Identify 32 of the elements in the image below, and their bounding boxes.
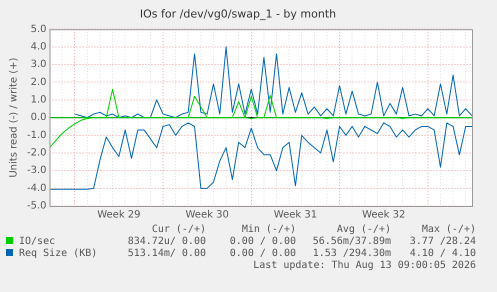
text: Avg (-/+) [336, 224, 391, 236]
x-tick-label: Week 32 [362, 210, 406, 221]
text: 4.10 / 4.10 [408, 248, 476, 260]
legend-label: Req Size (KB) [18, 248, 98, 260]
text: Max (-/+) [420, 224, 476, 236]
text: 513.14m/ 0.00 [126, 248, 206, 260]
text: Min (-/+) [240, 224, 296, 236]
y-tick-label: 2.0 [30, 76, 47, 88]
y-tick-label: 0.0 [30, 112, 47, 124]
x-tick-label: Week 31 [274, 210, 318, 221]
y-tick-label: 5.0 [30, 24, 47, 35]
y-tick-label: -2.0 [26, 148, 47, 159]
x-tick-label: Week 29 [97, 210, 141, 221]
text: 56.56m/37.89m [312, 236, 391, 248]
y-tick-label: 1.0 [30, 94, 47, 106]
y-tick-label: -1.0 [26, 130, 47, 141]
x-tick-label: Week 30 [186, 210, 229, 221]
text: 1.53 /294.30m [312, 248, 391, 260]
y-tick-label: -3.0 [26, 165, 47, 176]
text: 0.00 / 0.00 [228, 236, 296, 248]
text: 0.00 / 0.00 [228, 248, 296, 260]
text: Last update: Thu Aug 13 09:00:05 2026 [252, 260, 476, 272]
y-tick-label: 4.0 [30, 41, 47, 52]
y-tick-label: 3.0 [30, 59, 47, 70]
y-axis-title: Units read (-) / write (+) [8, 57, 20, 178]
text: 834.72u/ 0.00 [126, 236, 206, 248]
legend-label: IO/sec [18, 236, 56, 248]
text: 3.77 /28.24 [408, 236, 476, 248]
text: Cur (-/+) [150, 224, 206, 236]
chart-title: IOs for /dev/vg0/swap_1 - by month [140, 7, 336, 20]
y-tick-label: -4.0 [26, 182, 47, 194]
y-tick-label: -5.0 [26, 200, 47, 212]
